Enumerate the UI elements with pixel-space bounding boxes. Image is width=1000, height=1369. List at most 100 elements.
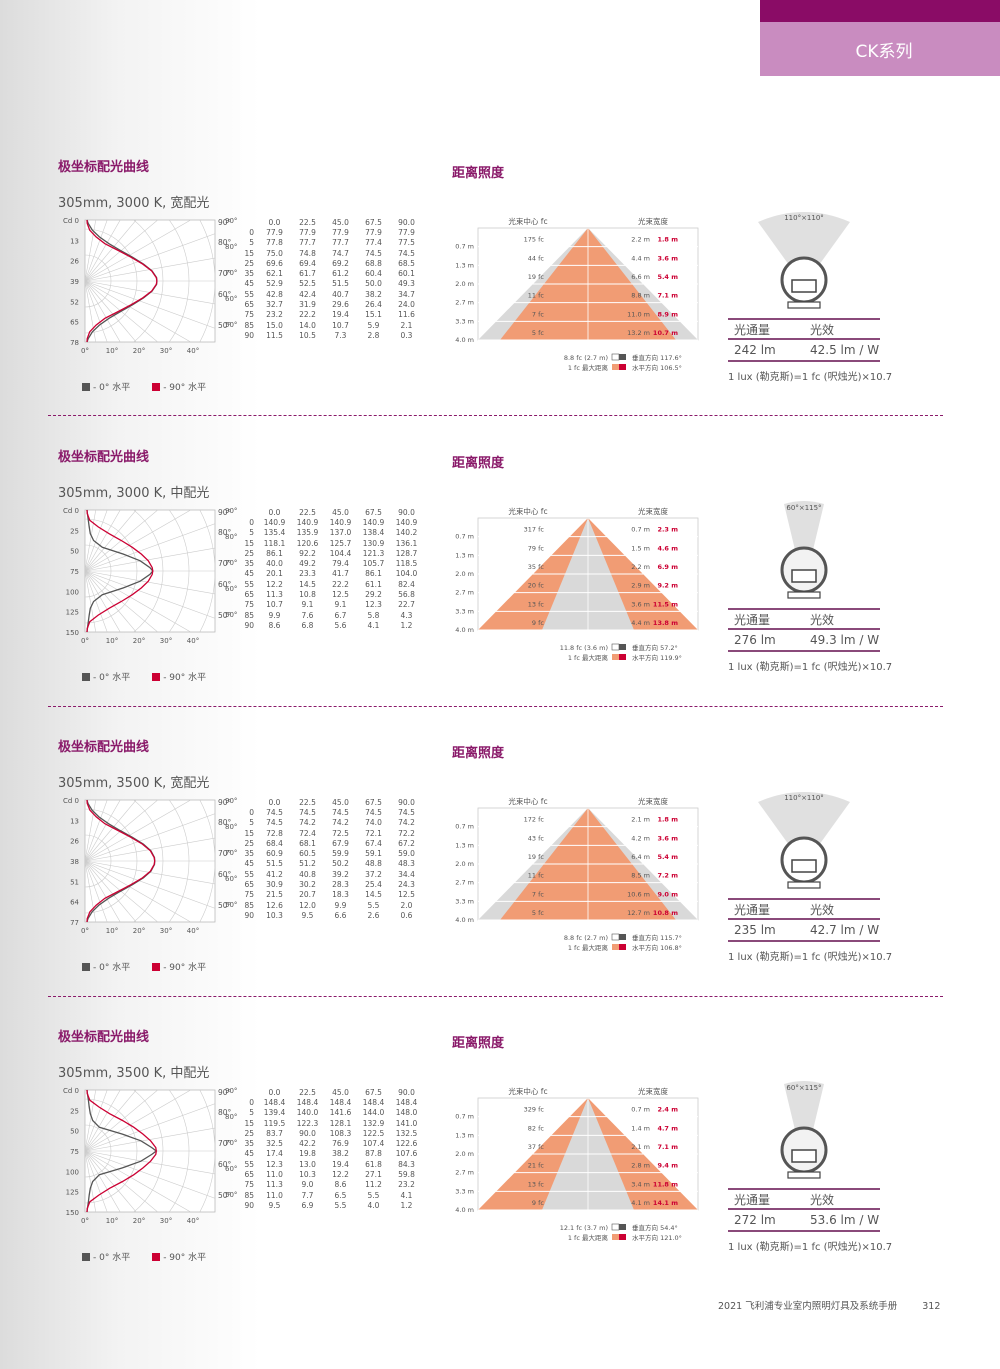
- candela-value-cell: 90.0: [299, 1128, 316, 1138]
- polar-grid: [85, 510, 215, 632]
- bottom-tick-label: 10°: [106, 637, 118, 645]
- corner-cell: [236, 507, 258, 517]
- candela-value-cell: 138.4: [362, 528, 385, 538]
- col-center-label: 光束中心 fc: [508, 216, 547, 226]
- distance-label: 2.7 m: [455, 589, 474, 597]
- distance-label: 2.0 m: [455, 570, 474, 578]
- legend-vertical-angle: 垂直方向 117.6°: [632, 353, 682, 362]
- right-tick-label: 60°: [225, 1165, 237, 1173]
- unit-conversion-note: 1 lux (勒克斯)=1 fc (呎烛光)×10.7: [728, 662, 893, 673]
- spec-label: 305mm, 3500 K, 宽配光: [58, 776, 210, 791]
- candela-value-cell: 83.7: [266, 1128, 283, 1138]
- polar-grid-ray: [85, 570, 137, 632]
- candela-row: 90 8.6 6.8 5.6 4.1 1.2: [218, 620, 423, 630]
- bottom-tick-label: 30°: [160, 927, 172, 935]
- candela-header-cell: 90.0: [398, 217, 415, 227]
- bottom-tick-label: 40°: [187, 347, 199, 355]
- beam-angle-label: 60°×115°: [786, 504, 821, 512]
- candela-value-cell: 74.2: [299, 818, 316, 828]
- radial-tick-label: 125: [66, 609, 79, 617]
- polar-grid-ray: [85, 280, 215, 329]
- legend-swatch-orange: [612, 1234, 619, 1240]
- gamma-angle-cell: 75: [244, 600, 254, 610]
- candela-header-cell: 90.0: [398, 1087, 415, 1097]
- candela-value-cell: 12.6: [266, 900, 283, 910]
- candela-value-cell: 60.9: [266, 849, 283, 859]
- candela-row: 50° 85 9.9 7.6 6.7 5.8 4.3: [218, 610, 423, 620]
- candela-header-cell: 67.5: [365, 797, 382, 807]
- bottom-tick-label: 20°: [133, 1217, 145, 1225]
- candela-value-cell: 74.5: [266, 807, 283, 817]
- vertical-width-value: 8.8 m: [631, 292, 650, 300]
- spec-label: 305mm, 3000 K, 宽配光: [58, 196, 210, 211]
- gamma-angle-cell: 85: [244, 320, 254, 330]
- candela-value-cell: 144.0: [362, 1108, 385, 1118]
- product-block: 极坐标配光曲线 距离照度 305mm, 3000 K, 中配光 Cd 0 25 50…: [0, 438, 1000, 728]
- gamma-angle-cell: 0: [249, 227, 254, 237]
- candela-value-cell: 137.0: [329, 528, 352, 538]
- candela-value-cell: 11.3: [266, 590, 283, 600]
- horizontal-width-value: 5.4 m: [657, 273, 678, 281]
- candela-value-cell: 23.3: [299, 569, 316, 579]
- candela-value-cell: 9.1: [334, 600, 347, 610]
- candela-value-cell: 119.5: [263, 1118, 286, 1128]
- polar-grid-ray: [85, 280, 159, 342]
- legend-swatch-grey: [619, 934, 626, 940]
- candela-row: 45 52.9 52.5 51.5 50.0 49.3: [218, 279, 423, 289]
- radial-tick-label: Cd 0: [63, 507, 79, 515]
- legend-max-distance: 1 fc 最大距离: [568, 943, 609, 952]
- candela-value-cell: 122.5: [362, 1128, 385, 1138]
- candela-value-cell: 74.7: [332, 248, 349, 258]
- candela-value-cell: 10.5: [299, 330, 316, 340]
- legend-swatch-grey: [82, 963, 90, 971]
- radial-tick-label: 64: [70, 899, 79, 907]
- side-angle-label: [218, 1149, 236, 1159]
- distance-label: 1.3 m: [455, 1131, 474, 1139]
- metrics-table: 光通量 光效 276 lm 49.3 lm / W: [728, 608, 880, 652]
- candela-value-cell: 39.2: [332, 869, 349, 879]
- candela-value-cell: 5.6: [334, 620, 347, 630]
- candela-value-cell: 79.4: [332, 559, 349, 569]
- radial-tick-label: 125: [66, 1189, 79, 1197]
- side-angle-label: [218, 310, 236, 320]
- vertical-width-value: 2.2 m: [631, 563, 650, 571]
- corner-cell: [236, 217, 258, 227]
- polar-grid-ray: [85, 1090, 192, 1152]
- right-tick-label: 90°: [225, 217, 237, 225]
- polar-grid-ray: [85, 1090, 137, 1152]
- spec-label: 305mm, 3500 K, 中配光: [58, 1066, 210, 1081]
- gamma-angle-cell: 35: [244, 269, 254, 279]
- horizontal-width-value: 9.0 m: [657, 890, 678, 898]
- candela-value-cell: 140.9: [296, 517, 319, 527]
- candela-value-cell: 135.9: [296, 528, 319, 538]
- polar-legend: - 0° 水平 - 90° 水平: [82, 960, 206, 973]
- distance-title: 距离照度: [452, 746, 505, 761]
- center-fc-value: 19 fc: [528, 853, 545, 861]
- right-tick-label: 70°: [225, 1139, 237, 1147]
- candela-row: 0 77.9 77.9 77.9 77.9 77.9: [218, 227, 423, 237]
- legend-swatch-white: [611, 353, 620, 361]
- product-block: 极坐标配光曲线 距离照度 305mm, 3500 K, 中配光 Cd 0 25 50…: [0, 1018, 1000, 1308]
- side-angle-label: [218, 807, 236, 817]
- polar-grid-ray: [85, 510, 121, 572]
- legend-swatch-orange: [612, 364, 619, 370]
- candela-value-cell: 148.0: [395, 1108, 418, 1118]
- side-angle-label: 80°: [218, 1108, 232, 1118]
- side-angle-label: [218, 538, 236, 548]
- bottom-tick-label: 30°: [160, 1217, 172, 1225]
- polar-title: 极坐标配光曲线: [58, 740, 150, 755]
- bottom-tick-label: 30°: [160, 637, 172, 645]
- side-angle-label: [218, 1128, 236, 1138]
- radial-tick-label: 150: [66, 1209, 79, 1217]
- legend-90deg: - 90° 水平: [152, 960, 206, 973]
- candela-row: 65 11.3 10.8 12.5 29.2 56.8: [218, 589, 423, 599]
- gamma-angle-cell: 90: [244, 620, 254, 630]
- candela-value-cell: 125.7: [329, 538, 352, 548]
- center-fc-value: 9 fc: [532, 619, 544, 627]
- candela-value-cell: 12.3: [266, 1159, 283, 1169]
- candela-row: 0 74.5 74.5 74.5 74.5 74.5: [218, 807, 423, 817]
- candela-value-cell: 135.4: [263, 528, 286, 538]
- candela-value-cell: 62.1: [266, 269, 283, 279]
- candela-value-cell: 17.4: [266, 1149, 283, 1159]
- polar-grid-ray: [85, 570, 159, 632]
